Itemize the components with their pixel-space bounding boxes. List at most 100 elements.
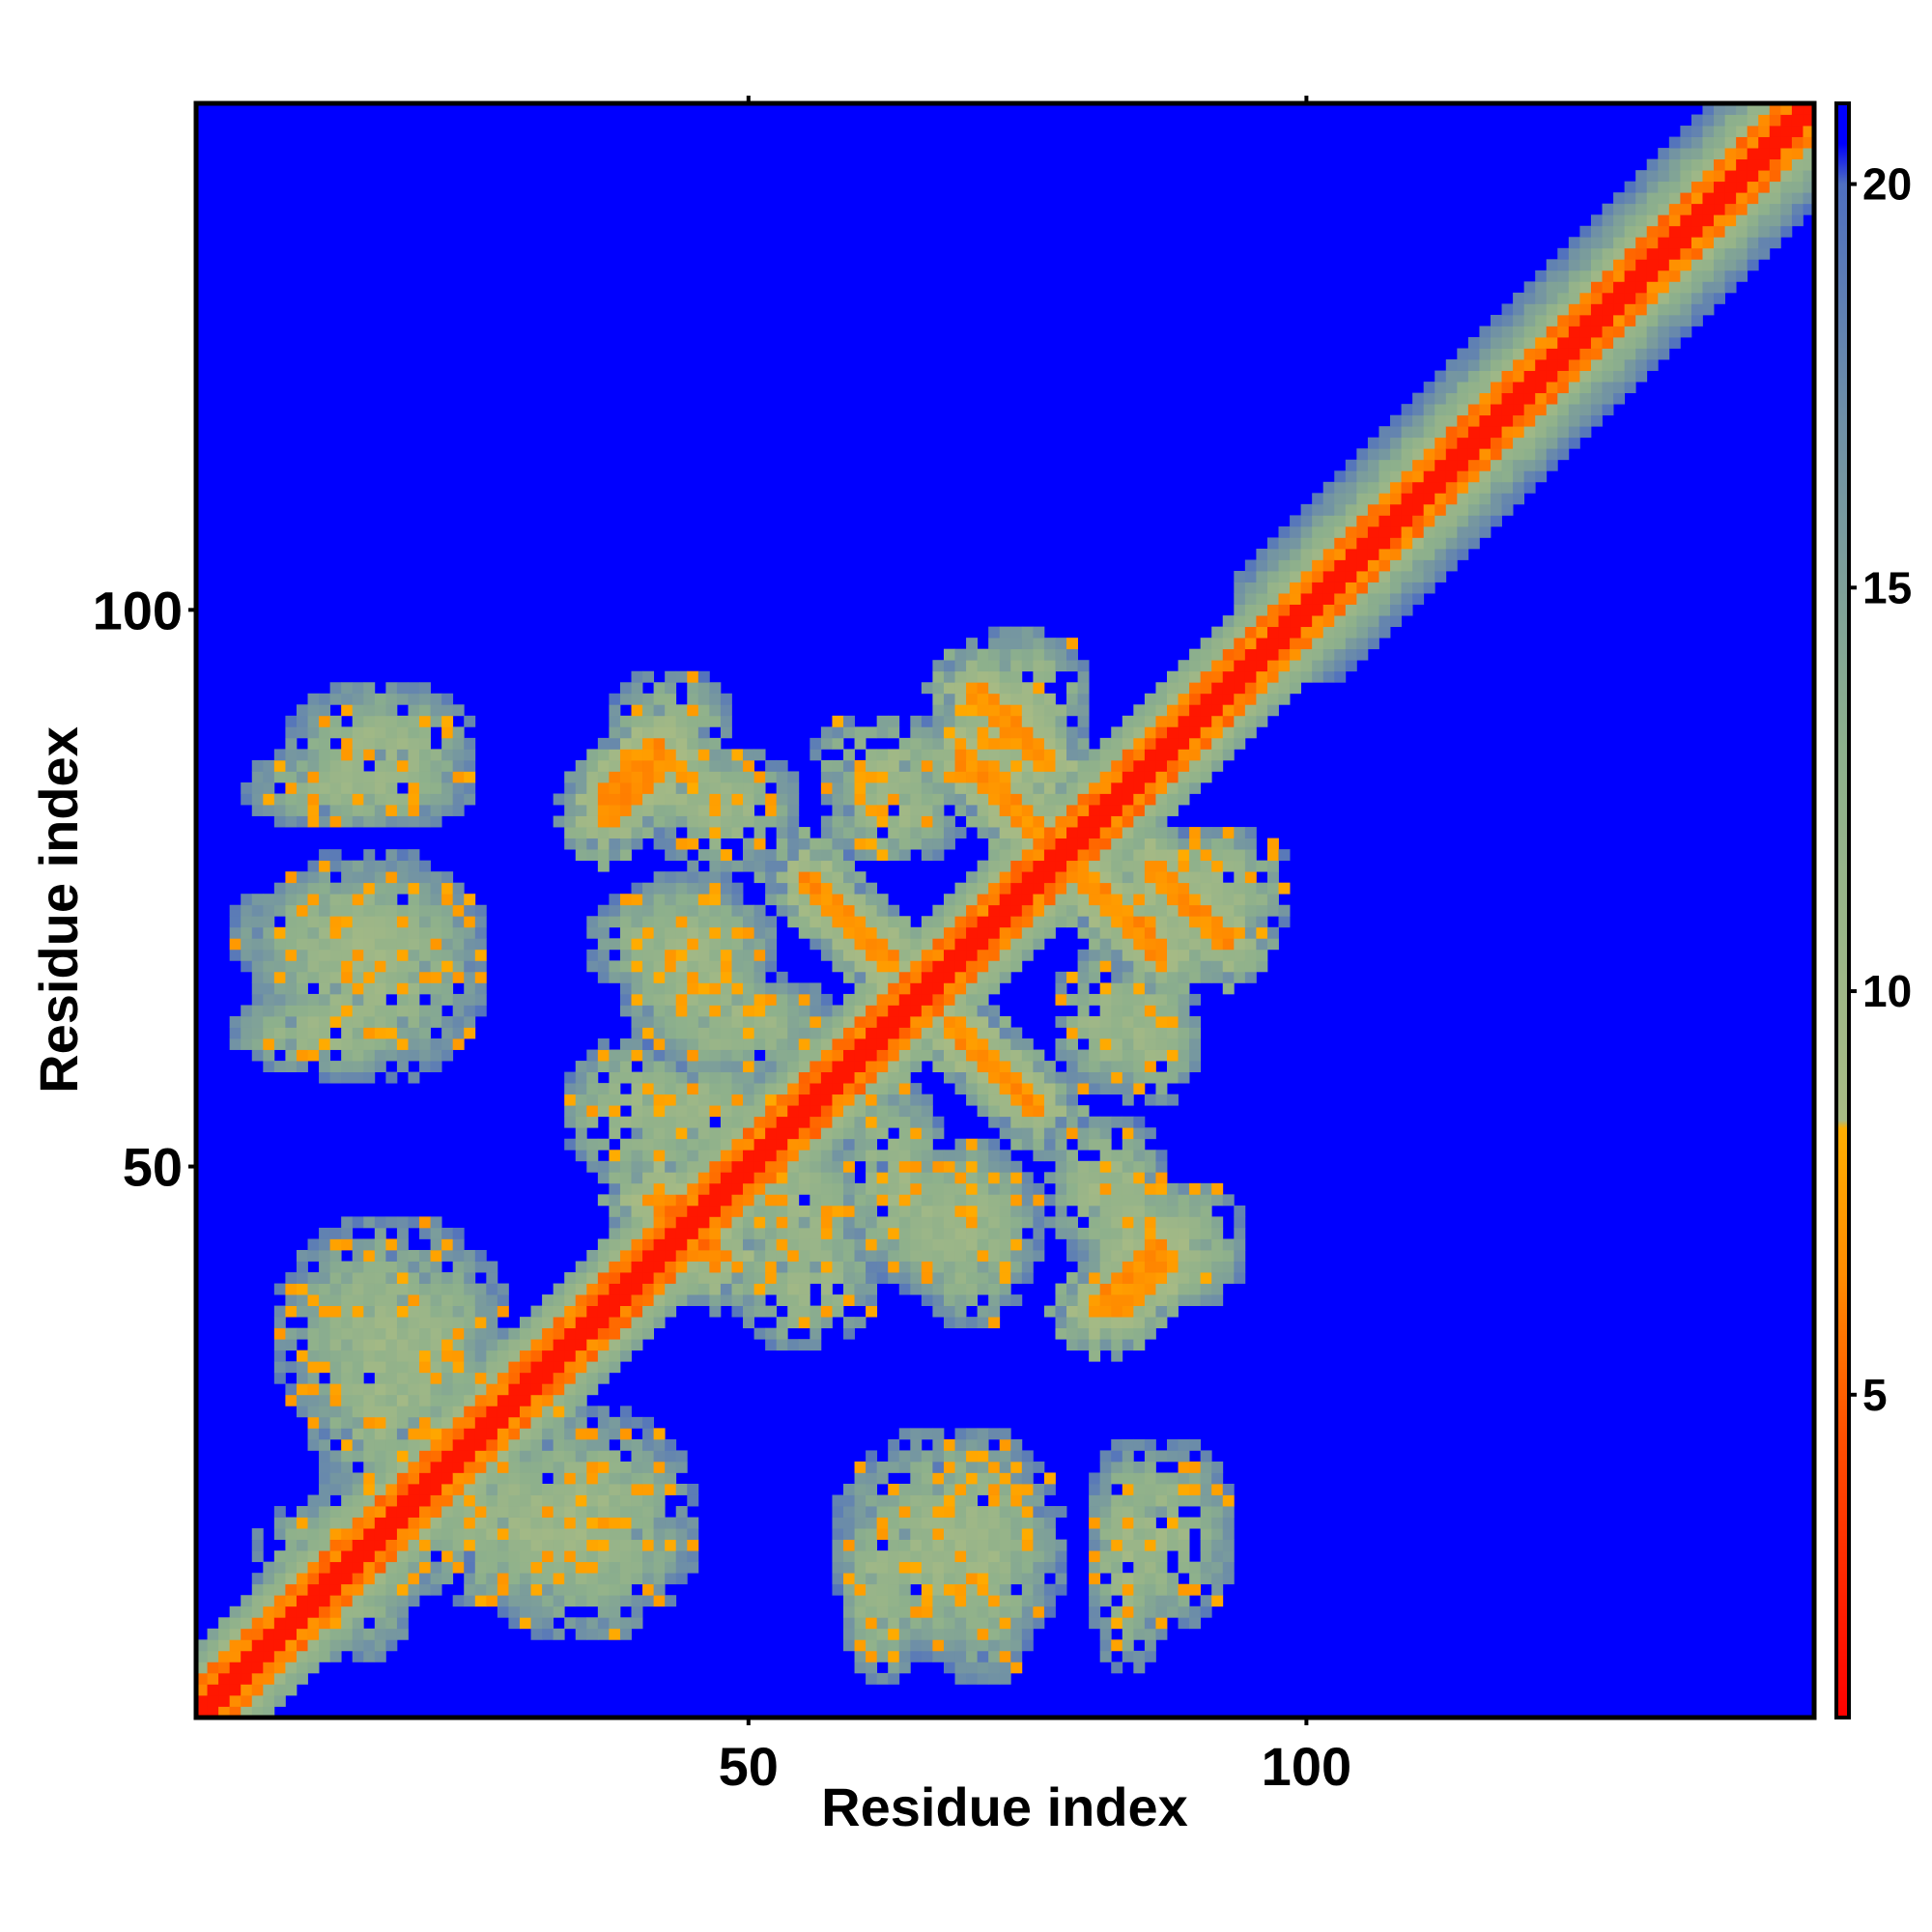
heatmap-cell [419, 1216, 431, 1229]
heatmap-cell [1111, 971, 1123, 983]
heatmap-cell [921, 1550, 933, 1563]
heatmap-cell [642, 815, 655, 828]
heatmap-cell [1010, 1071, 1023, 1084]
heatmap-cell [977, 1650, 989, 1662]
heatmap-cell [319, 1317, 331, 1329]
heatmap-cell [888, 1650, 900, 1662]
heatmap-cell [352, 704, 364, 717]
heatmap-cell [642, 1015, 655, 1028]
heatmap-cell [866, 904, 878, 917]
heatmap-cell [866, 1650, 878, 1662]
heatmap-cell [932, 737, 945, 750]
heatmap-cell [1099, 1528, 1112, 1541]
heatmap-cell [385, 715, 398, 727]
heatmap-cell [1089, 1617, 1101, 1630]
heatmap-cell [396, 1550, 409, 1563]
heatmap-cell [1144, 749, 1156, 761]
heatmap-cell [363, 1317, 376, 1329]
heatmap-cell [619, 904, 632, 917]
heatmap-cell [921, 849, 933, 862]
heatmap-cell [753, 1150, 766, 1162]
heatmap-cell [898, 1283, 911, 1295]
heatmap-cell [966, 1539, 979, 1551]
heatmap-cell [329, 982, 342, 995]
heatmap-cell [363, 1027, 376, 1039]
heatmap-cell [430, 904, 442, 917]
heatmap-cell [553, 1350, 565, 1362]
heatmap-cell [1043, 1061, 1056, 1072]
heatmap-cell [1021, 737, 1034, 750]
heatmap-cell [932, 926, 945, 939]
heatmap-cell [1055, 638, 1067, 650]
heatmap-cell [665, 1005, 677, 1017]
heatmap-cell [988, 904, 1001, 917]
heatmap-cell [363, 1550, 376, 1563]
heatmap-cell [619, 1049, 632, 1062]
heatmap-cell [307, 815, 320, 828]
heatmap-cell [597, 827, 610, 838]
heatmap-cell [932, 938, 945, 951]
heatmap-cell [1010, 1249, 1023, 1262]
heatmap-cell [999, 805, 1011, 816]
heatmap-cell [1122, 1583, 1134, 1596]
heatmap-cell [396, 805, 409, 816]
heatmap-cell [798, 838, 810, 850]
heatmap-cell [352, 1294, 364, 1306]
heatmap-cell [1167, 1517, 1179, 1529]
heatmap-cell [396, 815, 409, 828]
heatmap-cell [329, 1005, 342, 1017]
heatmap-cell [1144, 1283, 1156, 1295]
heatmap-cell [1021, 1083, 1034, 1095]
heatmap-cell [943, 1528, 955, 1541]
heatmap-cell [1155, 726, 1168, 739]
heatmap-cell [474, 949, 487, 961]
heatmap-cell [452, 882, 465, 895]
heatmap-cell [329, 1472, 342, 1485]
heatmap-cell [609, 793, 621, 806]
heatmap-cell [898, 1528, 911, 1541]
heatmap-cell [675, 938, 688, 951]
heatmap-cell [921, 1539, 933, 1551]
heatmap-cell [653, 1238, 666, 1251]
heatmap-cell [810, 1015, 822, 1028]
heatmap-cell [832, 1038, 844, 1050]
heatmap-cell [1021, 894, 1034, 906]
heatmap-cell [385, 1071, 398, 1084]
heatmap-cell [1077, 1182, 1090, 1195]
heatmap-cell [743, 1205, 754, 1217]
heatmap-cell [1066, 704, 1078, 717]
heatmap-cell [430, 1372, 442, 1384]
heatmap-cell [697, 670, 710, 683]
heatmap-cell [653, 1261, 666, 1273]
heatmap-cell [910, 1182, 923, 1195]
heatmap-cell [921, 1628, 933, 1640]
heatmap-cell [1077, 971, 1090, 983]
heatmap-cell [1033, 827, 1045, 838]
heatmap-cell [363, 1249, 376, 1262]
heatmap-cell [1033, 660, 1045, 672]
heatmap-cell [1010, 1182, 1023, 1195]
heatmap-cell [675, 1049, 688, 1062]
heatmap-cell [1122, 1094, 1134, 1106]
heatmap-cell [675, 1216, 688, 1229]
heatmap-cell [408, 771, 420, 783]
heatmap-cell [285, 749, 298, 761]
heatmap-cell [329, 1595, 342, 1607]
heatmap-cell [753, 749, 766, 761]
heatmap-cell [363, 1583, 376, 1596]
heatmap-cell [787, 1061, 800, 1072]
heatmap-cell [665, 781, 677, 794]
heatmap-cell [1099, 1015, 1112, 1028]
heatmap-cell [1167, 993, 1179, 1006]
heatmap-cell [898, 1005, 911, 1017]
heatmap-cell [1167, 1038, 1179, 1050]
heatmap-cell [843, 894, 855, 906]
heatmap-cell [631, 815, 643, 828]
heatmap-cell [876, 793, 889, 806]
heatmap-cell [876, 1617, 889, 1630]
heatmap-cell [1133, 1205, 1146, 1217]
heatmap-cell [687, 1027, 699, 1039]
heatmap-cell [1111, 1249, 1123, 1262]
heatmap-cell [385, 1238, 398, 1251]
heatmap-cell [988, 638, 1001, 650]
